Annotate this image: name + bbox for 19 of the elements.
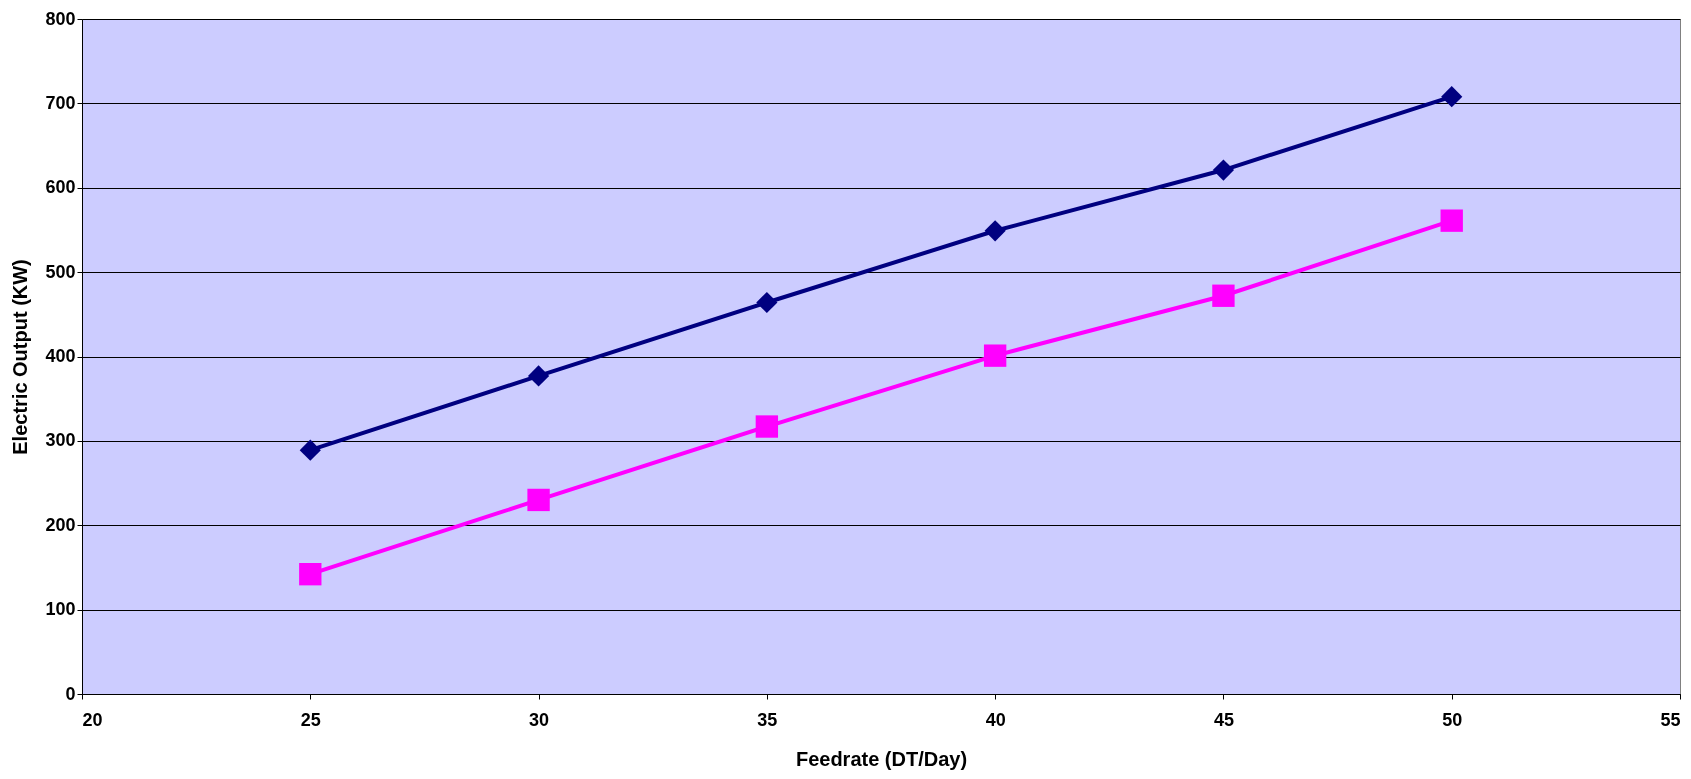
y-tick-label: 500 — [45, 261, 76, 282]
x-tick-label: 40 — [985, 709, 1006, 730]
y-tick-label: 0 — [65, 683, 76, 704]
x-tick-label: 25 — [300, 709, 321, 730]
x-tick-label: 45 — [1213, 709, 1234, 730]
x-axis-title: Feedrate (DT/Day) — [795, 747, 968, 770]
y-tick-label: 800 — [45, 8, 76, 29]
y-tick-label: 100 — [45, 599, 76, 620]
y-tick-label: 200 — [45, 514, 76, 535]
x-tick-label: 30 — [529, 709, 550, 730]
y-tick-label: 300 — [45, 430, 76, 451]
y-axis-title: Electric Output (KW) — [9, 259, 32, 455]
y-tick-label: 600 — [45, 177, 76, 198]
x-tick-label: 55 — [1660, 709, 1681, 730]
y-tick-label: 700 — [45, 92, 76, 113]
x-tick-label: 50 — [1442, 709, 1463, 730]
y-tick-label: 400 — [45, 346, 76, 366]
x-tick-label: 20 — [82, 709, 103, 730]
x-tick-label: 35 — [757, 709, 778, 730]
